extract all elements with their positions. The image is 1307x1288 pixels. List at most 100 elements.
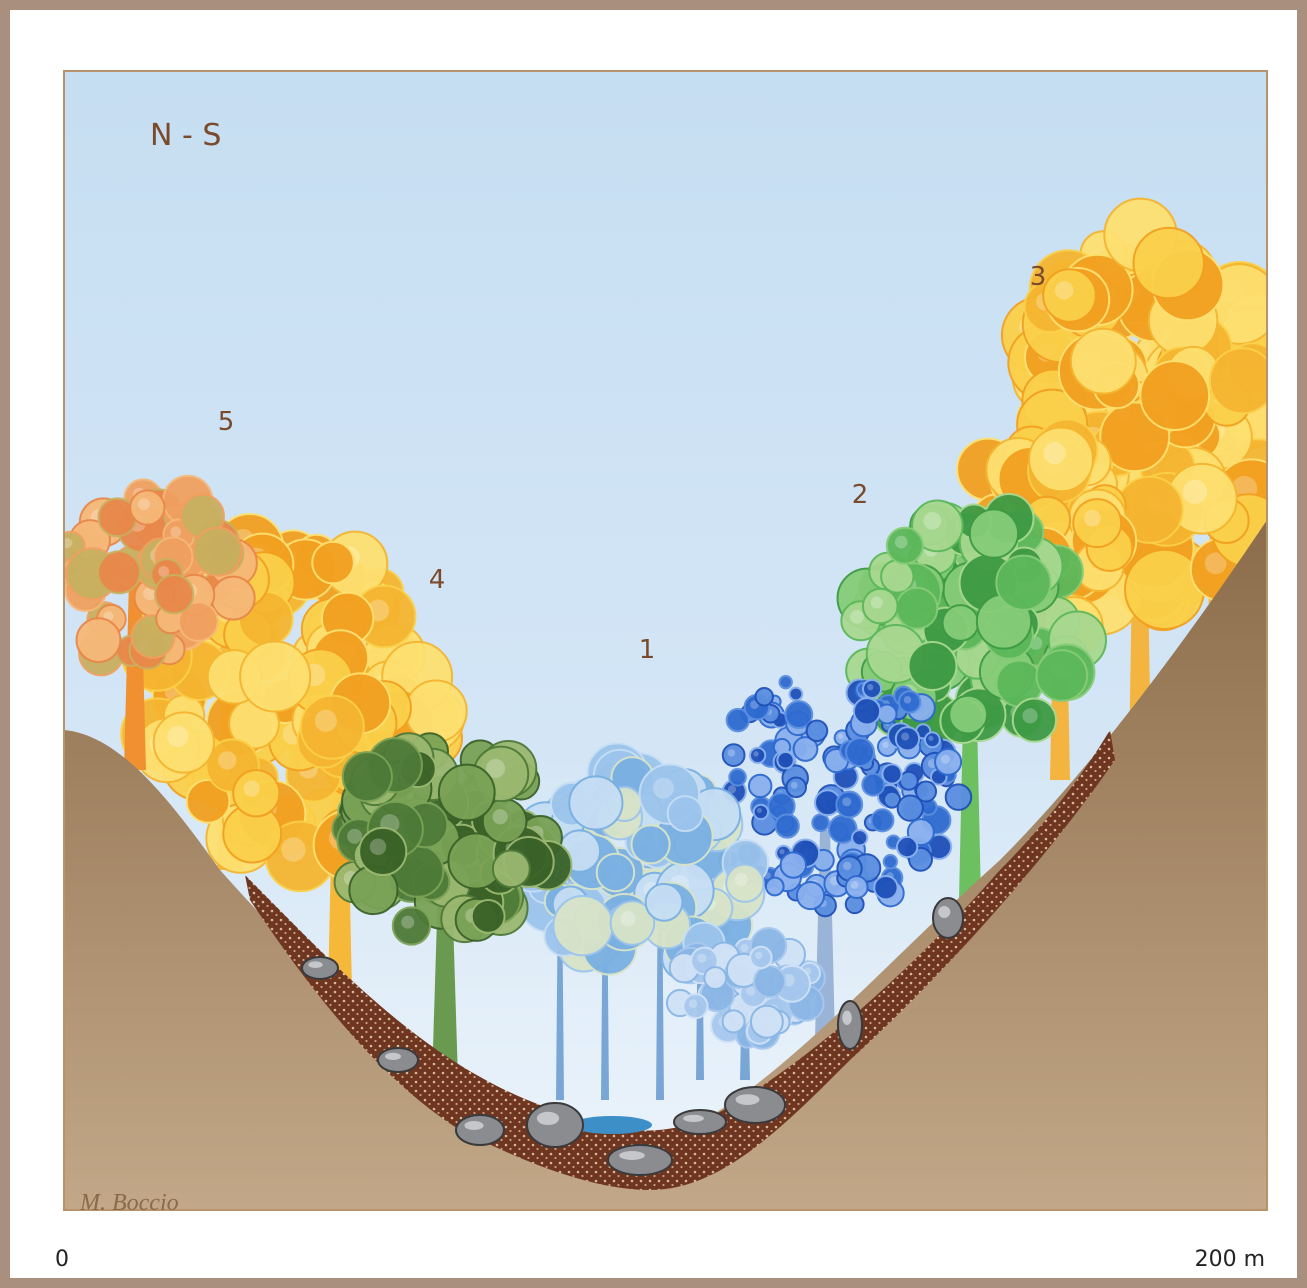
foliage-highlight [735,873,748,886]
foliage [668,796,703,831]
foliage [212,577,255,620]
foliage [1037,650,1088,701]
foliage-highlight [1055,281,1073,299]
rock-highlight [842,1011,852,1025]
foliage-highlight [653,778,674,799]
rock [933,898,963,938]
foliage-highlight [755,952,762,959]
foliage [777,752,793,768]
rock-highlight [736,1094,760,1105]
rock [456,1115,504,1145]
foliage [970,509,1018,557]
foliage [884,855,897,868]
foliage [312,542,354,584]
foliage [98,551,140,593]
foliage-highlight [315,710,337,732]
foliage [996,556,1050,610]
foliage [729,769,746,786]
foliage-highlight [904,696,911,703]
foliage-highlight [757,808,762,813]
rock-highlight [464,1121,483,1130]
foliage [493,850,530,887]
foliage-highlight [901,732,909,740]
foliage-highlight [1023,708,1038,723]
foliage-highlight [740,944,748,952]
foliage-highlight [620,911,635,926]
foliage-highlight [370,839,386,855]
foliage [766,878,784,896]
foliage [807,720,828,741]
rock-highlight [385,1053,401,1060]
foliage [1133,228,1203,298]
scene [46,71,1302,1210]
foliage-highlight [851,881,859,889]
foliage-highlight [1183,480,1207,504]
foliage [776,814,799,837]
foliage-highlight [1043,442,1065,464]
foliage [751,1006,783,1038]
foliage [862,774,884,796]
foliage [569,776,622,829]
foliage [155,575,193,613]
rock-highlight [938,906,950,918]
rock-highlight [537,1112,559,1125]
rock-highlight [619,1151,645,1160]
foliage [789,688,802,701]
foliage-highlight [941,755,950,764]
zone-label: 5 [218,407,235,437]
foliage-highlight [867,684,873,690]
foliage [194,528,242,576]
foliage [781,852,806,877]
foliage-highlight [170,526,181,537]
foliage-highlight [401,916,414,929]
rock [527,1103,583,1147]
foliage-highlight [895,536,908,549]
foliage [723,1010,745,1032]
foliage-highlight [843,862,852,871]
foliage [854,698,880,724]
foliage-highlight [138,498,150,510]
foliage-highlight [167,726,188,747]
foliage [946,784,972,810]
foliage [916,782,936,802]
page: {"title": "N - S", "zones": ["1", "2", "… [0,0,1307,1288]
foliage [882,764,901,783]
foliage [852,830,867,845]
foliage [553,896,612,955]
foliage [797,882,824,909]
foliage-highlight [753,751,758,756]
foliage-highlight [1084,510,1101,527]
foliage-highlight [842,797,851,806]
foliage [881,560,913,592]
foliage [1071,329,1136,394]
foliage [896,588,937,629]
foliage [405,680,466,741]
foliage-highlight [791,782,798,789]
rock [302,957,338,979]
foliage [1140,361,1209,430]
foliage-highlight [728,749,736,757]
foliage-highlight [923,512,941,530]
foliage-highlight [281,837,305,861]
illustration: N - S 1 2 3 4 5 M. Boccio 0 200 m [0,0,1307,1288]
foliage-highlight [746,986,755,995]
zone-label: 1 [639,635,656,665]
foliage [632,825,670,863]
foliage [943,605,979,641]
foliage-highlight [850,610,864,624]
credit: M. Boccio [79,1190,179,1216]
rock [378,1048,418,1072]
foliage-highlight [779,849,784,854]
foliage-highlight [871,597,883,609]
foliage-highlight [244,781,260,797]
foliage [439,765,495,821]
foliage-highlight [838,734,843,739]
foliage [871,809,893,831]
foliage [846,738,874,766]
foliage [754,966,785,997]
foliage [897,837,917,857]
foliage-highlight [697,954,706,963]
foliage [343,752,392,801]
foliage [908,642,956,690]
foliage-highlight [689,1000,697,1008]
